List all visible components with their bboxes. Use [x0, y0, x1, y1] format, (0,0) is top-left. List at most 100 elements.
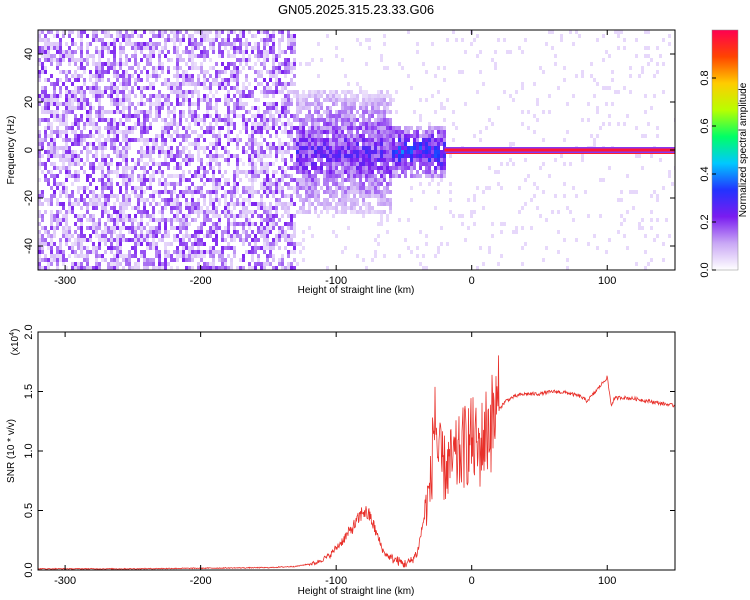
heatmap-cell: [272, 114, 275, 118]
heatmap-cell: [50, 186, 53, 190]
heatmap-cell: [278, 234, 281, 238]
heatmap-cell: [332, 154, 335, 158]
heatmap-cell: [359, 146, 362, 150]
heatmap-cell: [236, 134, 239, 138]
heatmap-cell: [176, 234, 179, 238]
heatmap-cell: [554, 158, 557, 162]
heatmap-cell: [278, 146, 281, 150]
heatmap-cell: [248, 178, 251, 182]
heatmap-cell: [227, 202, 230, 206]
heatmap-cell: [266, 254, 269, 258]
heatmap-cell: [257, 58, 260, 62]
heatmap-cell: [341, 58, 344, 62]
heatmap-cell: [215, 118, 218, 122]
heatmap-cell: [95, 254, 98, 258]
heatmap-cell: [398, 158, 401, 162]
heatmap-cell: [149, 186, 152, 190]
heatmap-cell: [149, 146, 152, 150]
heatmap-cell: [98, 218, 101, 222]
heatmap-cell: [95, 122, 98, 126]
heatmap-cell: [290, 202, 293, 206]
heatmap-cell: [206, 54, 209, 58]
heatmap-cell: [83, 58, 86, 62]
heatmap-cell: [92, 142, 95, 146]
heatmap-cell: [56, 146, 59, 150]
heatmap-cell: [608, 114, 611, 118]
heatmap-cell: [488, 166, 491, 170]
heatmap-cell: [293, 250, 296, 254]
heatmap-cell: [269, 70, 272, 74]
heatmap-cell: [281, 174, 284, 178]
heatmap-cell: [212, 174, 215, 178]
heatmap-cell: [83, 234, 86, 238]
heatmap-cell: [281, 34, 284, 38]
heatmap-cell: [449, 210, 452, 214]
heatmap-cell: [257, 226, 260, 230]
heatmap-cell: [248, 66, 251, 70]
heatmap-cell: [338, 118, 341, 122]
heatmap-cell: [317, 126, 320, 130]
heatmap-cell: [254, 238, 257, 242]
heatmap-cell: [302, 134, 305, 138]
heatmap-cell: [341, 182, 344, 186]
heatmap-cell: [344, 166, 347, 170]
heatmap-cell: [251, 222, 254, 226]
heatmap-cell: [206, 94, 209, 98]
heatmap-cell: [140, 146, 143, 150]
heatmap-cell: [383, 174, 386, 178]
heatmap-cell: [65, 266, 68, 270]
heatmap-cell: [335, 138, 338, 142]
heatmap-cell: [203, 46, 206, 50]
heatmap-cell: [56, 46, 59, 50]
heatmap-cell: [293, 62, 296, 66]
heatmap-cell: [401, 130, 404, 134]
heatmap-cell: [83, 246, 86, 250]
heatmap-cell: [416, 130, 419, 134]
heatmap-cell: [395, 146, 398, 150]
heatmap-cell: [257, 206, 260, 210]
heatmap-cell: [164, 250, 167, 254]
heatmap-cell: [134, 62, 137, 66]
heatmap-cell: [236, 46, 239, 50]
heatmap-cell: [284, 130, 287, 134]
heatmap-cell: [44, 46, 47, 50]
heatmap-cell: [92, 34, 95, 38]
heatmap-cell: [326, 266, 329, 270]
heatmap-cell: [230, 70, 233, 74]
heatmap-cell: [383, 126, 386, 130]
heatmap-cell: [68, 206, 71, 210]
heatmap-cell: [356, 146, 359, 150]
heatmap-cell: [59, 250, 62, 254]
heatmap-cell: [281, 262, 284, 266]
heatmap-cell: [293, 82, 296, 86]
heatmap-cell: [293, 118, 296, 122]
heatmap-cell: [476, 186, 479, 190]
heatmap-cell: [125, 186, 128, 190]
heatmap-cell: [374, 190, 377, 194]
heatmap-cell: [362, 154, 365, 158]
heatmap-cell: [413, 130, 416, 134]
heatmap-cell: [173, 190, 176, 194]
heatmap-cell: [227, 162, 230, 166]
heatmap-cell: [80, 94, 83, 98]
heatmap-cell: [434, 126, 437, 130]
heatmap-cell: [266, 142, 269, 146]
heatmap-cell: [50, 222, 53, 226]
heatmap-cell: [113, 222, 116, 226]
heatmap-cell: [113, 66, 116, 70]
heatmap-cell: [119, 118, 122, 122]
heatmap-cell: [185, 78, 188, 82]
heatmap-cell: [272, 266, 275, 270]
heatmap-cell: [437, 246, 440, 250]
heatmap-cell: [257, 46, 260, 50]
heatmap-cell: [53, 94, 56, 98]
heatmap-cell: [44, 178, 47, 182]
heatmap-cell: [419, 126, 422, 130]
heatmap-cell: [176, 150, 179, 154]
heatmap-cell: [419, 146, 422, 150]
heatmap-cell: [278, 142, 281, 146]
heatmap-cell: [206, 162, 209, 166]
heatmap-cell: [158, 74, 161, 78]
snr-x-axis-label: Height of straight line (km): [298, 586, 415, 597]
heatmap-cell: [116, 254, 119, 258]
